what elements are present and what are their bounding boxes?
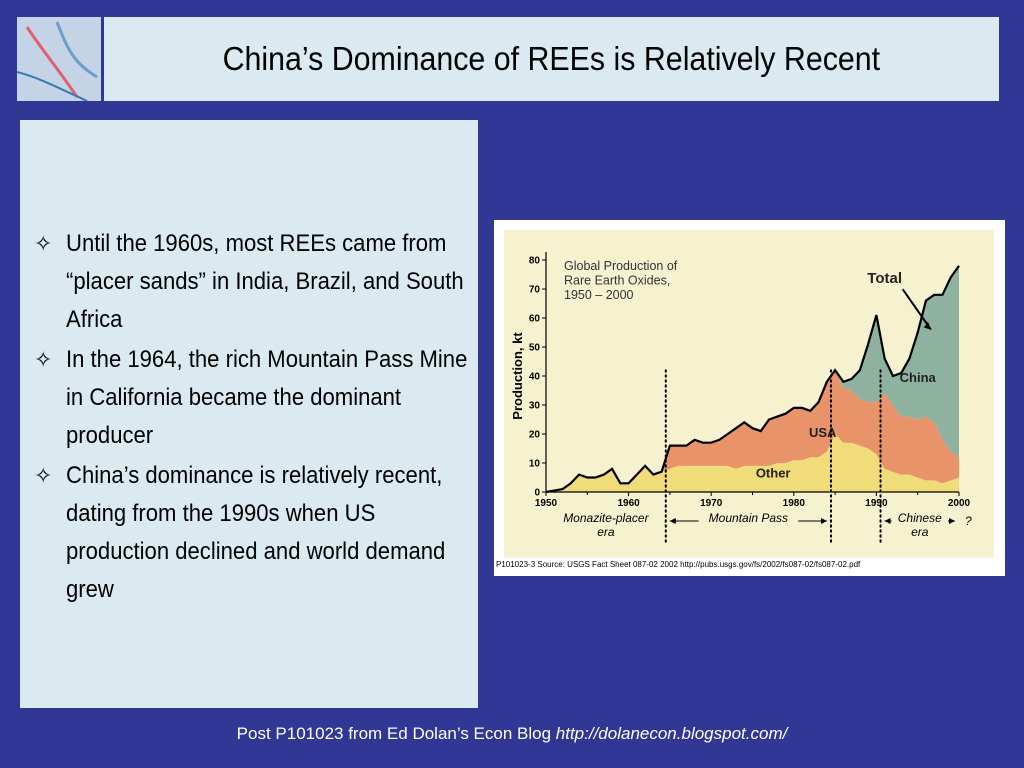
era-label: Monazite-placer: [563, 511, 649, 525]
era-label-suffix: era: [911, 525, 929, 539]
era-arrowhead-right: [949, 518, 955, 524]
y-tick-label: 50: [529, 343, 541, 354]
production-chart: 0 10 20 30 40 50 60 70 80 1950 1960 1970 1980 1990 200…: [510, 252, 972, 543]
y-tick-label: 80: [529, 256, 541, 267]
y-tick-label: 10: [529, 459, 541, 470]
era-arrowhead-right: [820, 518, 827, 524]
chart-area: 0 10 20 30 40 50 60 70 80 1950 1960 1970 1980 1990 200…: [504, 230, 994, 558]
era-label: Chinese: [898, 511, 942, 525]
bullet-item: ✧ China’s dominance is relatively recent…: [30, 457, 475, 609]
bullet-text: Until the 1960s, most REEs came from “pl…: [66, 230, 464, 333]
y-tick-label: 40: [529, 372, 541, 383]
bullet-star-icon: ✧: [34, 347, 53, 372]
bullet-text: China’s dominance is relatively recent, …: [66, 462, 446, 603]
bullet-item: ✧ In the 1964, the rich Mountain Pass Mi…: [30, 341, 475, 455]
total-arrow: [901, 288, 932, 331]
total-line: [545, 265, 960, 494]
footer-text: Post P101023 from Ed Dolan’s Econ Blog: [236, 724, 556, 743]
x-tick-label: 1970: [700, 498, 723, 509]
decorative-thumbnail: [17, 17, 101, 101]
annotation-china: China: [900, 370, 937, 385]
bullet-star-icon: ✧: [34, 231, 53, 256]
era-arrowhead-left: [884, 518, 891, 524]
total-arrowhead: [923, 321, 931, 330]
y-tick-label: 20: [529, 430, 541, 441]
slide-title: China’s Dominance of REEs is Relatively …: [222, 40, 881, 77]
y-tick-label: 70: [529, 285, 541, 296]
x-tick-label: 1990: [865, 498, 888, 509]
series-area-china: [546, 265, 959, 492]
chart-source: P101023-3 Source: USGS Fact Sheet 087-02…: [496, 560, 861, 569]
era-question: ?: [965, 514, 972, 528]
y-axis-label: Production, kt: [510, 332, 525, 420]
footer: Post P101023 from Ed Dolan’s Econ Blog h…: [0, 724, 1024, 744]
y-tick-label: 30: [529, 401, 541, 412]
bullet-text: In the 1964, the rich Mountain Pass Mine…: [66, 346, 468, 449]
era-label-bg: [891, 511, 948, 524]
era-label-bg: [698, 511, 799, 524]
annotation-other: Other: [756, 466, 791, 481]
x-tick-label: 1950: [535, 498, 558, 509]
era-arrowhead-left: [669, 518, 676, 524]
era-label: Mountain Pass: [709, 511, 788, 525]
x-tick-label: 2000: [948, 498, 971, 509]
series-area-usa: [546, 370, 959, 492]
era-label-suffix: era: [597, 525, 615, 539]
era-label-bg: [548, 511, 663, 524]
chart-figure: 0 10 20 30 40 50 60 70 80 1950 1960 1970 1980 1990 200…: [494, 220, 1005, 576]
title-bar: China’s Dominance of REEs is Relatively …: [104, 17, 999, 101]
annotation-usa: USA: [809, 425, 837, 440]
series-area-other: [546, 434, 959, 492]
bullet-list: ✧ Until the 1960s, most REEs came from “…: [30, 225, 475, 611]
y-tick-label: 0: [534, 488, 540, 499]
x-tick-label: 1960: [617, 498, 640, 509]
bullet-item: ✧ Until the 1960s, most REEs came from “…: [30, 225, 475, 339]
y-tick-label: 60: [529, 314, 541, 325]
abstract-map-icon: [17, 17, 101, 101]
bullet-star-icon: ✧: [34, 463, 53, 488]
annotation-total: Total: [867, 270, 902, 287]
footer-link[interactable]: http://dolanecon.blogspot.com/: [555, 724, 788, 743]
bullet-panel: ✧ Until the 1960s, most REEs came from “…: [20, 120, 478, 708]
chart-title: Global Production of Rare Earth Oxides, 19…: [564, 259, 678, 302]
x-tick-label: 1980: [783, 498, 806, 509]
